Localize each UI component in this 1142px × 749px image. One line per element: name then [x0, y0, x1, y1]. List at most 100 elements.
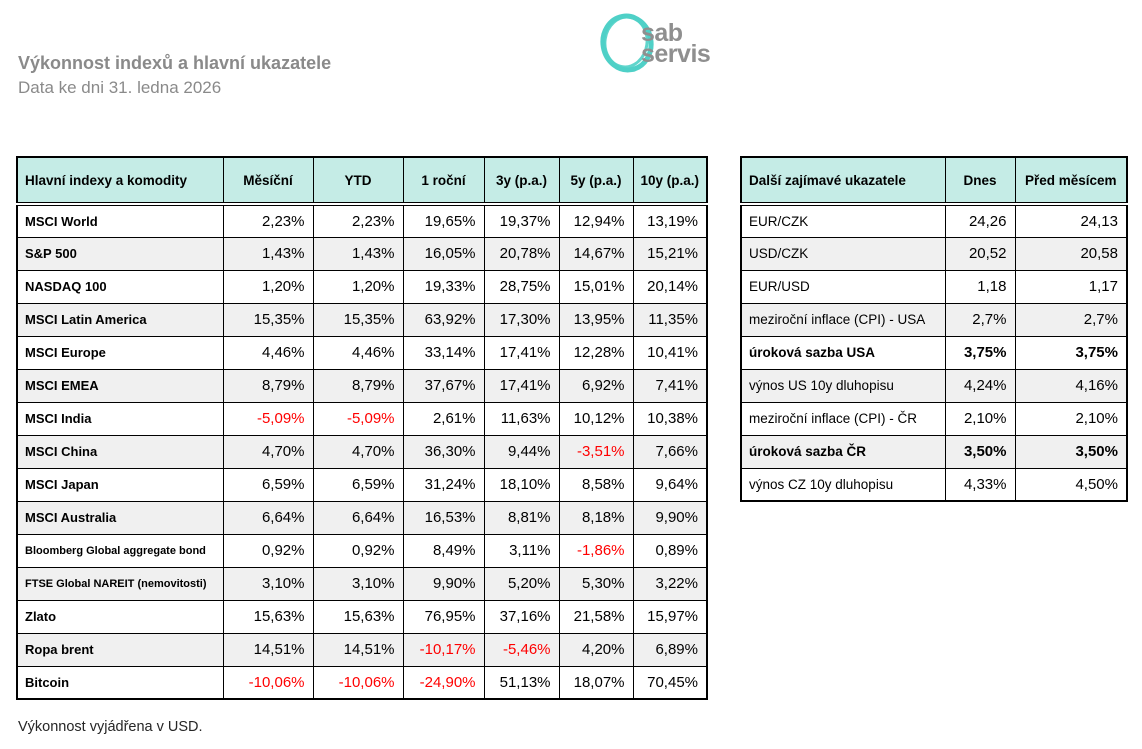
table-row: MSCI World 2,23% 2,23% 19,65% 19,37% 12,94% 13…	[16, 203, 708, 238]
col-header-10y: 10y (p.a.)	[632, 156, 708, 206]
row-value: -5,09%	[312, 401, 404, 436]
row-value: 15,35%	[222, 302, 314, 337]
row-value: 2,7%	[944, 302, 1016, 337]
row-value: 4,46%	[222, 335, 314, 370]
row-value: 6,59%	[312, 467, 404, 502]
indicators-table-body: EUR/CZK 24,26 24,13 USD/CZK 20,52 20,58 EUR/US…	[740, 203, 1128, 502]
row-value: 16,53%	[402, 500, 485, 535]
table-row: Zlato 15,63% 15,63% 76,95% 37,16% 21,58% 15,97…	[16, 599, 708, 634]
table-row: výnos CZ 10y dluhopisu 4,33% 4,50%	[740, 467, 1128, 502]
row-value: 5,30%	[558, 566, 634, 601]
table-row: meziroční inflace (CPI) - ČR 2,10% 2,10%	[740, 401, 1128, 436]
page-title: Výkonnost indexů a hlavní ukazatele	[18, 53, 332, 73]
row-value: 28,75%	[483, 269, 560, 304]
row-value: 8,79%	[312, 368, 404, 403]
row-value: 76,95%	[402, 599, 485, 634]
table-row: FTSE Global NAREIT (nemovitosti) 3,10% 3,1…	[16, 566, 708, 601]
col-header-1y: 1 roční	[402, 156, 485, 206]
row-value: -10,06%	[312, 665, 404, 700]
page-subtitle: Data ke dni 31. ledna 2026	[18, 77, 222, 97]
row-value: -10,17%	[402, 632, 485, 667]
col-header-ytd: YTD	[312, 156, 404, 206]
row-value: 2,61%	[402, 401, 485, 436]
row-label: úroková sazba ČR	[740, 434, 946, 469]
row-value: 4,50%	[1014, 467, 1128, 502]
row-label: MSCI Japan	[16, 467, 224, 502]
logo-text-servis: servis	[641, 40, 711, 68]
table-row: MSCI India -5,09% -5,09% 2,61% 11,63% 10,12% 1…	[16, 401, 708, 436]
table-row: MSCI EMEA 8,79% 8,79% 37,67% 17,41% 6,92% 7,41…	[16, 368, 708, 403]
row-value: -5,09%	[222, 401, 314, 436]
row-value: 19,37%	[483, 203, 560, 238]
row-value: -10,06%	[222, 665, 314, 700]
row-label: EUR/USD	[740, 269, 946, 304]
row-label: EUR/CZK	[740, 203, 946, 238]
row-value: 3,22%	[632, 566, 708, 601]
row-value: 15,35%	[312, 302, 404, 337]
row-value: 4,70%	[222, 434, 314, 469]
table-row: meziroční inflace (CPI) - USA 2,7% 2,7%	[740, 302, 1128, 337]
table-row: MSCI Australia 6,64% 6,64% 16,53% 8,81% 8,18%…	[16, 500, 708, 535]
col-header-5y: 5y (p.a.)	[558, 156, 634, 206]
row-value: 17,41%	[483, 368, 560, 403]
col-header-indicators: Další zajímavé ukazatele	[740, 156, 946, 206]
row-value: 4,20%	[558, 632, 634, 667]
row-label: MSCI China	[16, 434, 224, 469]
row-value: 15,21%	[632, 236, 708, 271]
row-value: 51,13%	[483, 665, 560, 700]
logo-circle-icon	[600, 13, 654, 73]
row-value: 15,97%	[632, 599, 708, 634]
row-value: 10,12%	[558, 401, 634, 436]
row-label: MSCI Latin America	[16, 302, 224, 337]
col-header-monthly: Měsíční	[222, 156, 314, 206]
row-value: 15,63%	[312, 599, 404, 634]
row-value: 14,51%	[312, 632, 404, 667]
row-value: 18,10%	[483, 467, 560, 502]
row-label: Bitcoin	[16, 665, 224, 700]
footnote: Výkonnost vyjádřena v USD.	[18, 719, 203, 735]
row-value: 14,67%	[558, 236, 634, 271]
row-label: USD/CZK	[740, 236, 946, 271]
row-value: 16,05%	[402, 236, 485, 271]
row-value: 5,20%	[483, 566, 560, 601]
row-value: 9,44%	[483, 434, 560, 469]
title-block: Výkonnost indexů a hlavní ukazatele Data…	[18, 53, 331, 98]
table-row: úroková sazba ČR 3,50% 3,50%	[740, 434, 1128, 469]
table-row: EUR/USD 1,18 1,17	[740, 269, 1128, 304]
row-value: 1,20%	[312, 269, 404, 304]
table-row: EUR/CZK 24,26 24,13	[740, 203, 1128, 238]
indicators-table-header: Další zajímavé ukazatele Dnes Před měsíc…	[740, 156, 1128, 206]
row-value: 20,14%	[632, 269, 708, 304]
row-value: 37,16%	[483, 599, 560, 634]
row-value: 12,94%	[558, 203, 634, 238]
row-value: 8,58%	[558, 467, 634, 502]
row-value: 1,20%	[222, 269, 314, 304]
row-value: 14,51%	[222, 632, 314, 667]
row-value: 17,30%	[483, 302, 560, 337]
row-value: 18,07%	[558, 665, 634, 700]
logo-text-sab: sab	[641, 19, 683, 47]
row-value: 17,41%	[483, 335, 560, 370]
main-indices-table: Hlavní indexy a komodity Měsíční YTD 1 r…	[16, 156, 708, 700]
row-label: MSCI EMEA	[16, 368, 224, 403]
row-label: výnos US 10y dluhopisu	[740, 368, 946, 403]
row-value: 8,81%	[483, 500, 560, 535]
main-table-body: MSCI World 2,23% 2,23% 19,65% 19,37% 12,94% 13…	[16, 203, 708, 700]
row-value: 2,10%	[944, 401, 1016, 436]
table-row: Bitcoin -10,06% -10,06% -24,90% 51,13% 18,07%…	[16, 665, 708, 700]
row-value: 6,59%	[222, 467, 314, 502]
row-value: 9,90%	[632, 500, 708, 535]
col-header-indices: Hlavní indexy a komodity	[16, 156, 224, 206]
table-row: MSCI Latin America 15,35% 15,35% 63,92% 17,3…	[16, 302, 708, 337]
row-value: 15,01%	[558, 269, 634, 304]
row-value: -1,86%	[558, 533, 634, 568]
row-value: 13,95%	[558, 302, 634, 337]
row-label: úroková sazba USA	[740, 335, 946, 370]
col-header-3y: 3y (p.a.)	[483, 156, 560, 206]
row-value: 10,41%	[632, 335, 708, 370]
row-value: 1,17	[1014, 269, 1128, 304]
row-label: S&P 500	[16, 236, 224, 271]
row-value: 15,63%	[222, 599, 314, 634]
row-value: 3,10%	[312, 566, 404, 601]
row-value: 3,50%	[944, 434, 1016, 469]
